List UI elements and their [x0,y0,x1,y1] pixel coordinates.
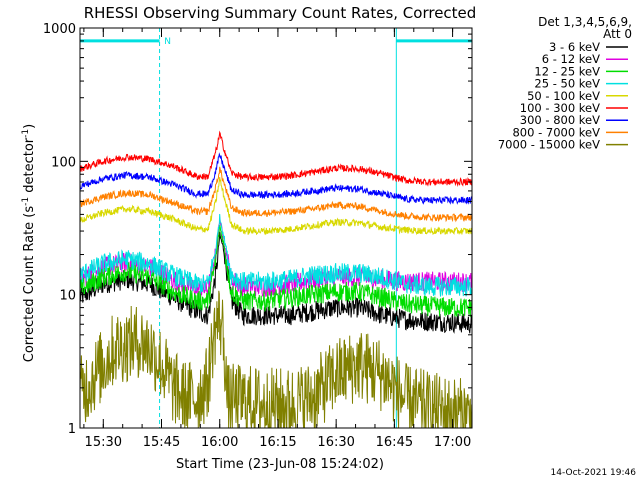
x-tick-label: 15:45 [143,435,180,450]
x-tick-label: 17:00 [434,435,471,450]
legend-entry-label: 50 - 100 keV [527,89,600,103]
axes: 1 10 100 1000 15:30 15:45 16:00 16:15 16:30 16:45… [43,22,473,450]
series-line [79,224,473,318]
plot-area: N [79,28,473,429]
legend-entry-label: 800 - 7000 keV [512,125,600,139]
x-tick-label: 16:45 [376,435,413,450]
x-tick-label: 15:30 [85,435,122,450]
y-tick-label: 10 [59,289,76,304]
series-line [79,166,473,223]
y-axis-label: Corrected Count Rate (s-1 detector-1) [21,124,37,362]
legend-entry-label: 25 - 50 keV [534,77,600,91]
y-tick-label: 1 [68,422,76,437]
legend-header-line2: Att 0 [603,27,632,41]
series-line [79,290,473,429]
y-axis-label-sup1: -1 [21,197,31,206]
y-axis-label-main: Corrected Count Rate (s [22,206,37,363]
y-tick-label: 1000 [43,22,76,37]
series-line [79,231,473,334]
series-line [79,130,473,188]
series-line [79,213,472,297]
legend-entry-label: 100 - 300 keV [520,101,600,115]
series-line [79,152,473,205]
x-tick-label: 16:00 [201,435,238,450]
legend-entry-label: 3 - 6 keV [549,40,600,54]
y-axis-label-end: ) [22,124,37,129]
legend-entry-label: 6 - 12 keV [542,52,600,66]
x-tick-label: 16:15 [259,435,296,450]
y-tick-label: 100 [51,155,76,170]
legend-entry-label: 12 - 25 keV [534,64,600,78]
x-axis-label: Start Time (23-Jun-08 15:24:02) [176,457,384,472]
legend-entry-label: 300 - 800 keV [520,113,600,127]
chart-title: RHESSI Observing Summary Count Rates, Co… [84,4,477,22]
x-tick-label: 16:30 [317,435,354,450]
footer-date: 14-Oct-2021 19:46 [551,468,637,478]
legend-entry-label: 7000 - 15000 keV [498,138,600,152]
legend-header-line1: Det 1,3,4,5,6,9, [538,15,632,29]
series-line [79,177,473,236]
flag-label: N [164,37,171,47]
y-axis-label-mid: detector [22,137,37,197]
y-axis-label-sup2: -1 [21,129,31,138]
plot-frame [79,27,473,429]
